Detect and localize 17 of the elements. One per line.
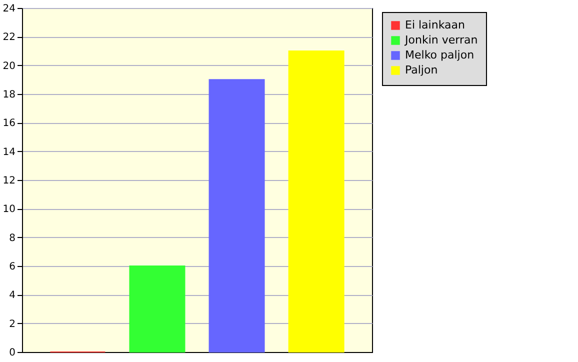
y-tick-label: 24 — [2, 4, 16, 14]
y-tick-label: 8 — [9, 232, 16, 244]
y-tick-label: 14 — [2, 146, 16, 158]
legend-label: Ei lainkaan — [405, 18, 465, 32]
y-tick-label: 18 — [2, 90, 16, 100]
y-tick-label: 6 — [9, 262, 16, 272]
legend-label: Paljon — [405, 64, 438, 76]
y-tick-label: 2 — [9, 318, 16, 330]
legend-label: Melko paljon — [405, 48, 474, 62]
y-tick-label: 22 — [2, 32, 16, 44]
y-tick-label: 20 — [2, 60, 16, 72]
y-tick-label: 12 — [2, 176, 16, 186]
legend-label: Jonkin verran — [404, 34, 478, 46]
y-tick-label: 16 — [2, 118, 16, 130]
y-tick-label: 10 — [2, 204, 16, 216]
y-tick-label: 0 — [9, 348, 16, 358]
y-tick-label: 4 — [9, 290, 16, 302]
